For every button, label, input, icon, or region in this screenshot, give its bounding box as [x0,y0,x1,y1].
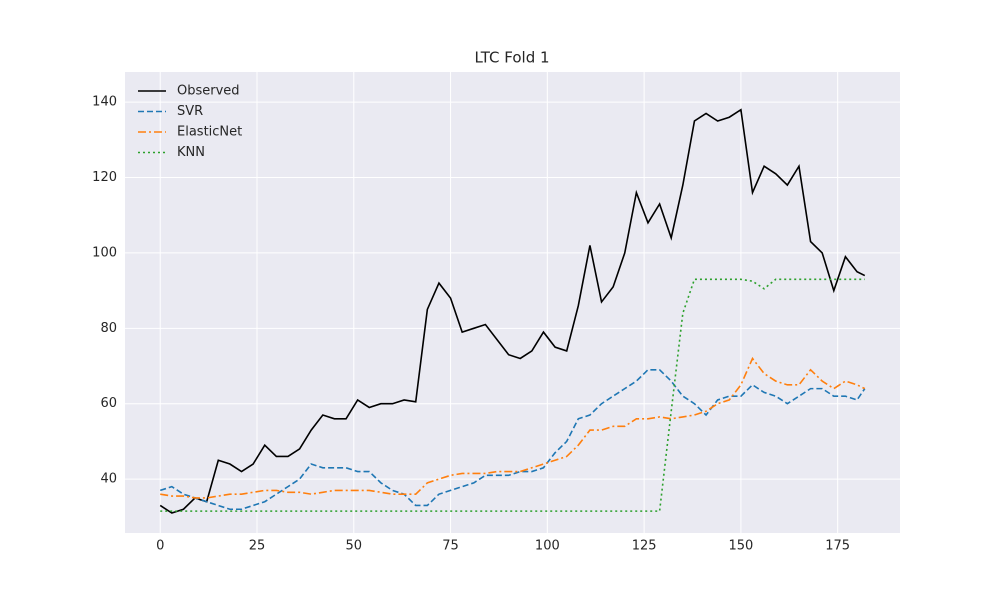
y-tick-label: 120 [92,170,117,185]
series-line [159,368,866,511]
series-line [159,108,866,514]
y-tick-label: 40 [100,472,117,487]
x-tick-label: 25 [249,539,266,554]
x-tick-label: 175 [825,539,850,554]
x-tick-label: 125 [632,539,657,554]
plot-area [125,72,900,533]
legend-label: Observed [177,84,240,99]
y-tick-label: 140 [92,95,117,110]
x-tick-label: 0 [156,539,164,554]
legend-label: ElasticNet [177,125,242,140]
series-line [160,278,865,512]
x-tick-label: 75 [442,539,459,554]
series-line [160,356,866,499]
y-tick-label: 100 [92,245,117,260]
legend-label: KNN [177,145,205,160]
legend-label: SVR [177,104,203,119]
x-tick-label: 50 [346,539,363,554]
chart-title: LTC Fold 1 [474,49,549,67]
y-tick-label: 60 [100,396,117,411]
y-tick-label: 80 [100,321,117,336]
x-tick-label: 100 [535,539,560,554]
x-tick-label: 150 [728,539,753,554]
